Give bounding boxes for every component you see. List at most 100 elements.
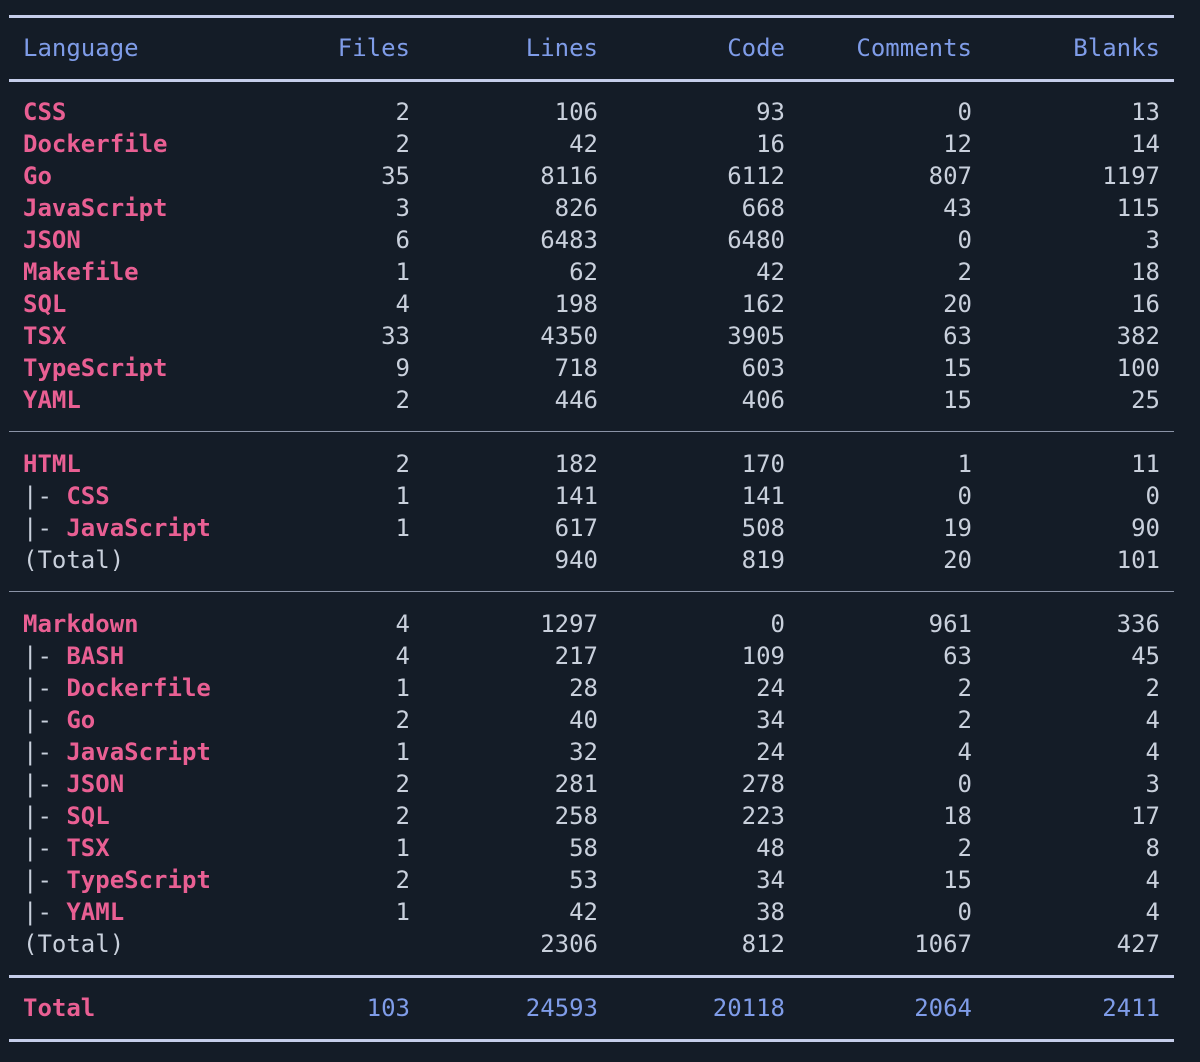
language-name: JavaScript (66, 738, 211, 766)
code-cell: 24 (756, 674, 785, 702)
files-cell: 2 (395, 802, 410, 830)
files-cell: 2 (395, 866, 410, 894)
files-cell: 1 (395, 898, 410, 926)
comments-cell: 807 (928, 162, 972, 190)
language-cell: |- CSS (23, 480, 110, 512)
header-border (9, 79, 1174, 82)
code-cell: 603 (741, 354, 785, 382)
language-row: Go 35 8116 6112 807 1197 (0, 160, 1200, 192)
total-top-border (9, 975, 1174, 978)
comments-cell: 1067 (914, 930, 972, 958)
language-name: SQL (23, 290, 67, 318)
files-cell: 2 (395, 770, 410, 798)
comments-cell: 15 (943, 866, 972, 894)
lines-cell: 58 (569, 834, 598, 862)
language-row: Markdown 4 1297 0 961 336 (0, 608, 1200, 640)
lines-cell: 40 (569, 706, 598, 734)
lines-cell: 53 (569, 866, 598, 894)
lines-cell: 718 (554, 354, 598, 382)
code-cell: 162 (741, 290, 785, 318)
files-cell: 35 (381, 162, 410, 190)
comments-cell: 2 (957, 834, 972, 862)
language-name: CSS (23, 98, 67, 126)
language-name: JSON (23, 226, 81, 254)
comments-cell: 20 (943, 546, 972, 574)
code-cell: 812 (741, 930, 785, 958)
language-row: |- YAML 1 42 38 0 4 (0, 896, 1200, 928)
total-lines: 24593 (525, 994, 598, 1022)
language-name: Dockerfile (23, 130, 168, 158)
comments-cell: 0 (957, 226, 972, 254)
language-row: |- TSX 1 58 48 2 8 (0, 832, 1200, 864)
language-row: CSS 2 106 93 0 13 (0, 96, 1200, 128)
language-name: YAML (23, 386, 81, 414)
row-prefix: |- (23, 866, 67, 894)
code-cell: 141 (741, 482, 785, 510)
language-name: TypeScript (66, 866, 211, 894)
code-cell: 406 (741, 386, 785, 414)
language-name: Go (66, 706, 96, 734)
blanks-cell: 1197 (1102, 162, 1160, 190)
files-cell: 2 (395, 386, 410, 414)
row-prefix: |- (23, 642, 67, 670)
lines-cell: 198 (554, 290, 598, 318)
code-cell: 34 (756, 706, 785, 734)
files-cell: 2 (395, 450, 410, 478)
comments-cell: 63 (943, 322, 972, 350)
language-row: YAML 2 446 406 15 25 (0, 384, 1200, 416)
lines-cell: 62 (569, 258, 598, 286)
code-cell: 6480 (727, 226, 785, 254)
language-row: |- CSS 1 141 141 0 0 (0, 480, 1200, 512)
blanks-cell: 3 (1145, 770, 1160, 798)
files-cell: 33 (381, 322, 410, 350)
language-name: Go (23, 162, 52, 190)
blanks-cell: 4 (1145, 866, 1160, 894)
blanks-cell: 0 (1145, 482, 1160, 510)
language-cell: JavaScript (23, 192, 168, 224)
files-cell: 4 (395, 290, 410, 318)
blanks-cell: 45 (1131, 642, 1160, 670)
language-row: TSX 33 4350 3905 63 382 (0, 320, 1200, 352)
total-row: Total 103 24593 20118 2064 2411 (0, 992, 1200, 1024)
files-cell: 1 (395, 674, 410, 702)
header-language: Language (23, 34, 139, 62)
language-cell: |- TSX (23, 832, 110, 864)
header-code: Code (727, 34, 785, 62)
comments-cell: 0 (957, 482, 972, 510)
total-code: 20118 (712, 994, 785, 1022)
code-cell: 42 (756, 258, 785, 286)
files-cell: 1 (395, 482, 410, 510)
language-row: SQL 4 198 162 20 16 (0, 288, 1200, 320)
lines-cell: 940 (554, 546, 598, 574)
language-cell: |- SQL (23, 800, 110, 832)
comments-cell: 15 (943, 354, 972, 382)
language-row: |- SQL 2 258 223 18 17 (0, 800, 1200, 832)
lines-cell: 42 (569, 130, 598, 158)
blanks-cell: 11 (1131, 450, 1160, 478)
row-prefix: |- (23, 770, 67, 798)
blanks-cell: 4 (1145, 898, 1160, 926)
language-cell: Go (23, 160, 52, 192)
code-cell: 6112 (727, 162, 785, 190)
lines-cell: 28 (569, 674, 598, 702)
language-name: YAML (66, 898, 125, 926)
blanks-cell: 427 (1116, 930, 1160, 958)
language-cell: (Total) (23, 544, 124, 576)
files-cell: 2 (395, 98, 410, 126)
comments-cell: 1 (957, 450, 972, 478)
language-row: |- JavaScript 1 617 508 19 90 (0, 512, 1200, 544)
row-prefix: |- (23, 898, 67, 926)
section-divider (9, 591, 1174, 592)
blanks-cell: 4 (1145, 706, 1160, 734)
language-cell: |- BASH (23, 640, 124, 672)
blanks-cell: 25 (1131, 386, 1160, 414)
total-label: Total (23, 994, 96, 1022)
comments-cell: 12 (943, 130, 972, 158)
language-cell: TypeScript (23, 352, 168, 384)
language-cell: JSON (23, 224, 81, 256)
language-cell: |- YAML (23, 896, 124, 928)
language-name: Markdown (23, 610, 139, 638)
total-comments: 2064 (914, 994, 972, 1022)
language-row: |- TypeScript 2 53 34 15 4 (0, 864, 1200, 896)
comments-cell: 20 (943, 290, 972, 318)
